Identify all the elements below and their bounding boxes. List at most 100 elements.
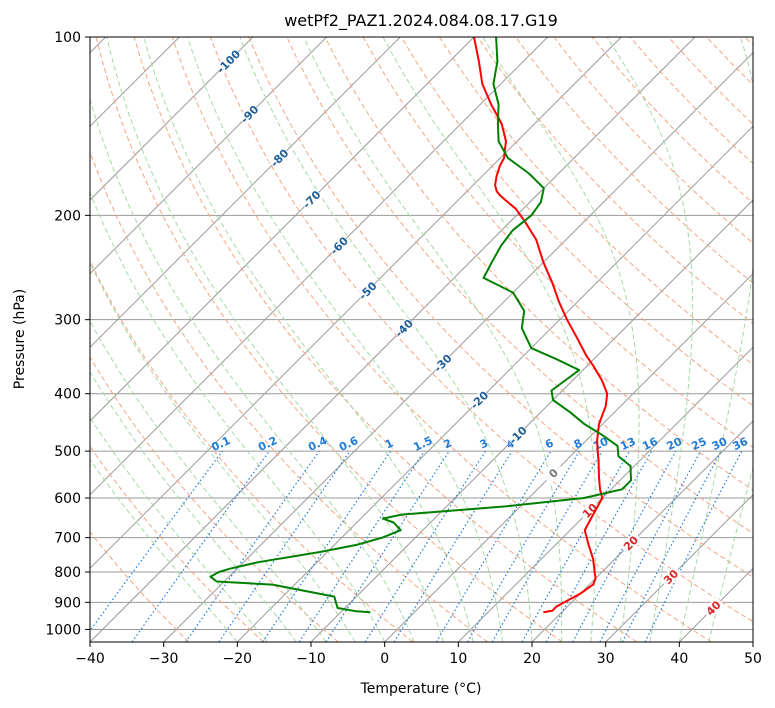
isotherm-label-bg bbox=[268, 146, 291, 170]
x-tick-label: 0 bbox=[380, 651, 389, 667]
isotherm-line bbox=[90, 37, 475, 422]
isotherm-label-bg bbox=[542, 461, 565, 485]
isotherm-line bbox=[90, 37, 254, 201]
mixing-ratio-label: 16 bbox=[640, 435, 660, 453]
moist-adiabat bbox=[239, 37, 533, 642]
temperature-profile-line bbox=[473, 37, 609, 614]
y-tick-label: 100 bbox=[54, 30, 81, 46]
isotherm-label-bg bbox=[702, 596, 725, 620]
mixing-ratio-label: 20 bbox=[665, 435, 685, 453]
moist-adiabat bbox=[606, 37, 694, 642]
isotherm-label-bg bbox=[578, 499, 602, 522]
y-tick-label: 800 bbox=[54, 565, 81, 581]
dry-adiabat bbox=[90, 445, 264, 642]
mixing-ratio-line bbox=[393, 450, 513, 642]
mixing-ratio-line bbox=[572, 450, 677, 642]
dry-adiabat bbox=[95, 37, 563, 642]
x-tick-label: 10 bbox=[449, 651, 467, 667]
mixing-ratio-line bbox=[521, 450, 631, 642]
mixing-ratio-label: 10 bbox=[591, 435, 611, 453]
x-tick-label: −40 bbox=[75, 651, 105, 667]
background-lines bbox=[90, 37, 753, 642]
x-axis-label: Temperature (°C) bbox=[360, 681, 482, 697]
x-tick-label: 50 bbox=[744, 651, 762, 667]
moist-adiabat bbox=[382, 37, 597, 642]
mixing-ratio-line bbox=[298, 450, 425, 642]
moist-adiabat bbox=[303, 37, 563, 642]
mixing-ratio-line bbox=[131, 450, 270, 642]
mixing-ratio-label: 13 bbox=[618, 435, 637, 453]
y-tick-label: 1000 bbox=[45, 622, 81, 638]
dry-adiabat bbox=[171, 37, 712, 642]
moist-adiabat bbox=[90, 261, 356, 642]
isotherm-line bbox=[90, 37, 328, 275]
moist-adiabat bbox=[90, 320, 327, 642]
isotherm-label-bg bbox=[659, 565, 683, 589]
y-tick-label: 600 bbox=[54, 491, 81, 507]
axes: −40 −30 −20 −10 0 10 20 30 40 50 100 200 300 400 500 60… bbox=[45, 30, 762, 667]
moist-adiabat bbox=[106, 37, 445, 642]
mixing-ratio-line bbox=[644, 450, 743, 642]
moist-adiabat bbox=[678, 37, 753, 642]
isotherm-label-bg bbox=[392, 316, 416, 340]
mixing-ratio-line bbox=[325, 450, 450, 642]
moist-adiabat bbox=[90, 416, 268, 642]
dry-adiabat bbox=[90, 531, 190, 642]
mixing-ratio-line bbox=[262, 450, 392, 642]
isotherm-label-bg bbox=[356, 279, 380, 302]
dry-adiabat bbox=[210, 37, 753, 623]
moist-adiabat bbox=[187, 37, 503, 642]
x-tick-label: 40 bbox=[670, 651, 688, 667]
moist-adiabat bbox=[143, 37, 474, 642]
isotherm-label-bg bbox=[431, 351, 454, 375]
isotherm-line bbox=[384, 272, 753, 642]
chart-title: wetPf2_PAZ1.2024.084.08.17.G19 bbox=[284, 11, 558, 31]
isotherm-label-bg bbox=[300, 188, 323, 211]
dry-adiabat bbox=[324, 37, 753, 491]
dry-adiabat bbox=[90, 356, 339, 642]
mixing-ratio-line bbox=[90, 450, 223, 632]
mixing-ratio-line bbox=[218, 450, 351, 642]
isotherm-line bbox=[236, 125, 753, 642]
dewpoint-profile-line bbox=[209, 37, 633, 614]
y-tick-label: 500 bbox=[54, 444, 81, 460]
isotherm-line bbox=[90, 37, 401, 349]
x-tick-label: −20 bbox=[223, 651, 253, 667]
mixing-ratio-label: 25 bbox=[689, 435, 708, 453]
profile-lines bbox=[209, 37, 633, 614]
y-tick-label: 700 bbox=[54, 531, 81, 547]
x-tick-label: 20 bbox=[523, 651, 541, 667]
dry-adiabat bbox=[248, 37, 753, 578]
mixing-ratio-line bbox=[185, 450, 320, 642]
isotherm-label-bg bbox=[619, 531, 643, 555]
dry-adiabat bbox=[438, 37, 753, 366]
moist-adiabat bbox=[482, 37, 640, 642]
isotherm-line bbox=[605, 493, 753, 642]
moist-adiabat bbox=[90, 458, 238, 642]
moist-adiabat bbox=[90, 190, 386, 642]
isotherm-line bbox=[457, 346, 753, 642]
isotherm-label-bg bbox=[217, 50, 240, 73]
isotherm-line bbox=[90, 37, 696, 642]
dry-adiabat bbox=[90, 150, 488, 642]
mixing-ratio-label: 36 bbox=[731, 435, 751, 453]
isotherm-label-bg bbox=[327, 234, 351, 257]
mixing-ratio-label: 30 bbox=[710, 435, 730, 453]
dry-adiabat bbox=[133, 37, 638, 642]
isotherm-line bbox=[163, 51, 753, 642]
y-tick-label: 400 bbox=[54, 387, 81, 403]
y-axis-label: Pressure (hPa) bbox=[12, 289, 28, 389]
isotherm-line bbox=[90, 37, 622, 570]
dry-adiabat bbox=[515, 37, 753, 284]
isotherm-line bbox=[90, 37, 549, 496]
x-tick-label: −30 bbox=[149, 651, 179, 667]
y-tick-label: 900 bbox=[54, 595, 81, 611]
y-tick-label: 200 bbox=[54, 208, 81, 224]
dry-adiabat bbox=[90, 259, 414, 642]
x-tick-label: −10 bbox=[296, 651, 326, 667]
isotherm-label-bg bbox=[467, 388, 491, 412]
mixing-ratio-line bbox=[545, 450, 653, 642]
